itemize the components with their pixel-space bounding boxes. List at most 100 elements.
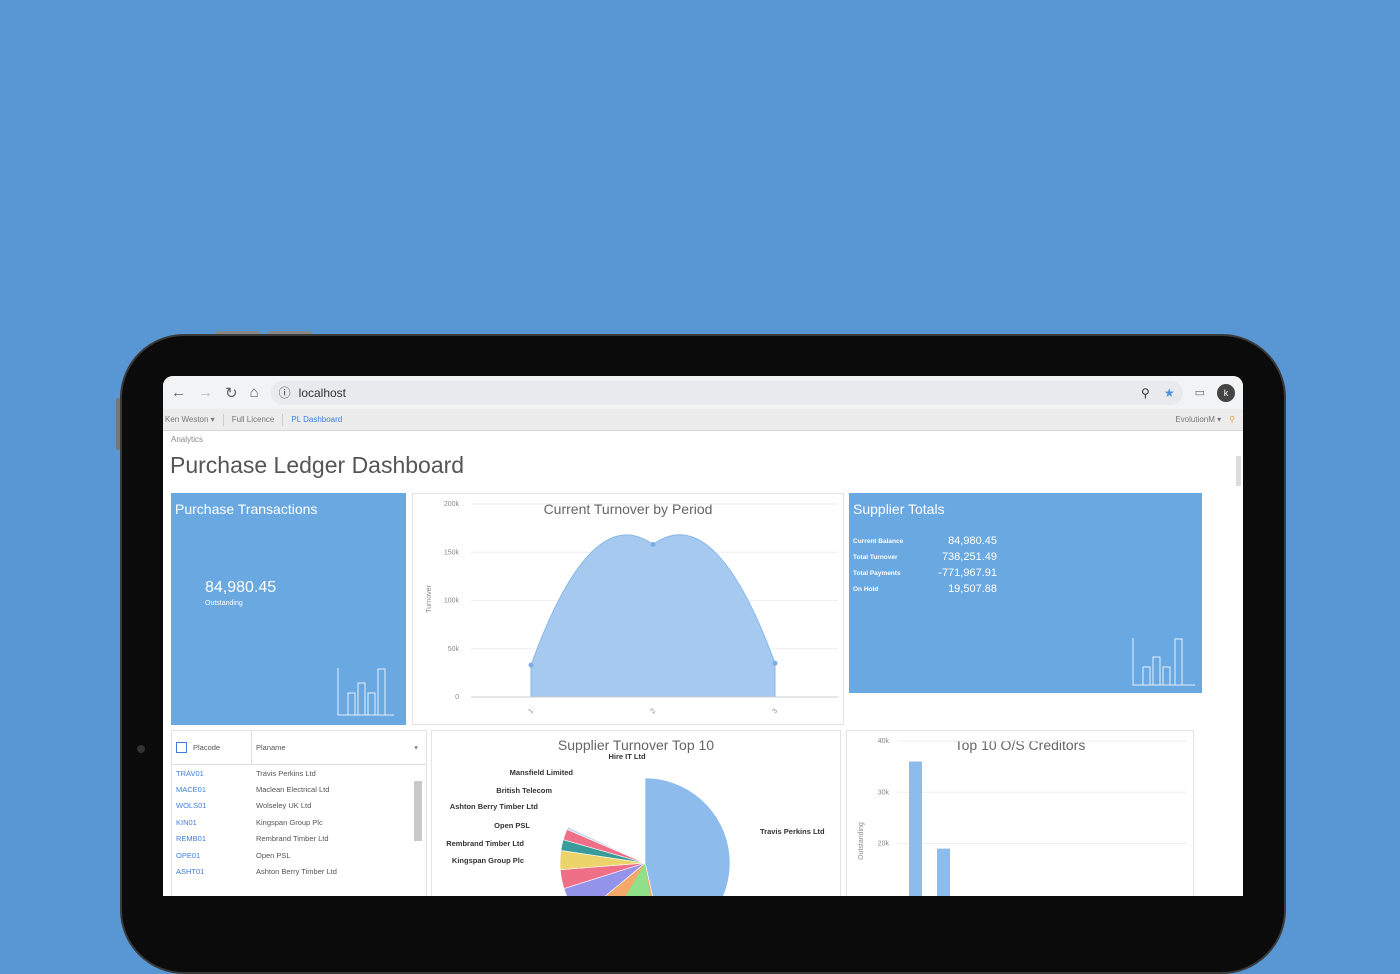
pie-label: Travis Perkins Ltd — [760, 827, 825, 836]
turnover-area — [530, 534, 776, 698]
supplier-total-row: Current Balance 84,980.45 — [853, 533, 997, 549]
outstanding-value: 84,980.45 — [205, 579, 277, 596]
table-row[interactable]: TRAV01 Travis Perkins Ltd — [172, 765, 426, 781]
placode-cell[interactable]: OPE01 — [176, 850, 201, 860]
total-value: 84,980.45 — [948, 535, 997, 547]
pie-slice — [566, 826, 646, 864]
info-icon[interactable]: ⓘ — [278, 386, 291, 400]
y-tick-label: 30k — [878, 789, 890, 796]
y-axis-label: Outstanding — [858, 822, 865, 860]
table-row[interactable]: OPE01 Open PSL — [172, 847, 426, 863]
purchase-transactions-tile[interactable]: Purchase Transactions 84,980.45 Outstand… — [171, 493, 406, 725]
y-tick-label: 20k — [878, 841, 890, 848]
y-tick-label: 200k — [444, 501, 460, 508]
tablet-side-button — [116, 398, 121, 450]
scrollbar[interactable] — [1236, 456, 1241, 486]
placode-cell[interactable]: REMB01 — [176, 834, 207, 844]
data-point — [772, 660, 778, 666]
y-tick-label: 50k — [448, 646, 460, 653]
turnover-chart: Current Turnover by Period 0 50k 100k 150k 2… — [412, 493, 844, 725]
pie-label: Ashton Berry Timber Ltd — [450, 802, 539, 811]
planame-cell: Wolseley UK Ltd — [256, 801, 312, 811]
divider — [282, 413, 284, 426]
tile-title: Purchase Transactions — [175, 501, 318, 517]
divider — [222, 413, 224, 426]
licence-label: Full Licence — [231, 415, 275, 424]
y-axis-label: Turnover — [426, 584, 433, 612]
dropdown-icon[interactable]: ▾ — [414, 743, 418, 752]
tablet-button — [268, 331, 312, 336]
creditor-bar — [937, 848, 950, 896]
supplier-total-row: On Hold 19,507.88 — [853, 581, 997, 597]
reload-icon[interactable]: ↻ — [225, 384, 238, 402]
planame-cell: Maclean Electrical Ltd — [256, 785, 330, 795]
browser-toolbar: ← → ↻ ⌂ ⓘ localhost ⚲ ★ ▭ k — [163, 376, 1243, 409]
x-tick-label: 1 — [527, 708, 535, 716]
total-value: 19,507.88 — [948, 583, 997, 595]
chart-title: Supplier Turnover Top 10 — [557, 737, 715, 753]
planame-cell: Open PSL — [256, 850, 291, 860]
pie-label: Kingspan Group Plc — [452, 856, 524, 865]
placode-cell[interactable]: WOLS01 — [176, 801, 207, 811]
placode-cell[interactable]: MACE01 — [176, 785, 207, 795]
pl-dashboard-link[interactable]: PL Dashboard — [291, 415, 343, 424]
forward-icon[interactable]: → — [198, 384, 213, 401]
creditor-bar — [909, 761, 922, 896]
planame-cell: Ashton Berry Timber Ltd — [256, 867, 337, 877]
placode-cell[interactable]: KIN01 — [176, 817, 197, 827]
app-bar: Ken Weston ▾ Full Licence PL Dashboard E… — [163, 409, 1243, 431]
y-tick-label: 150k — [444, 549, 460, 556]
table-row[interactable]: KIN01 Kingspan Group Plc — [172, 814, 426, 830]
data-point — [650, 542, 656, 548]
pie-slice — [644, 777, 731, 896]
supplier-table: Placode Planame ▾ TRAV01 Travis Perkins L… — [171, 730, 427, 896]
table-row[interactable]: REMB01 Rembrand Timber Ltd — [172, 831, 426, 847]
back-icon[interactable]: ← — [171, 384, 186, 401]
home-icon[interactable]: ⌂ — [249, 384, 259, 401]
creditors-chart: Top 10 O/S Creditors 20k 30k 40k Outstandin… — [846, 730, 1194, 896]
chart-title: Current Turnover by Period — [543, 501, 713, 517]
breadcrumb[interactable]: Analytics — [171, 435, 204, 444]
url-text[interactable]: localhost — [298, 385, 347, 400]
table-row[interactable]: MACE01 Maclean Electrical Ltd — [172, 781, 426, 797]
supplier-total-row: Total Turnover 738,251.49 — [853, 549, 997, 565]
pie-label: Open PSL — [494, 821, 530, 830]
total-label: On Hold — [853, 585, 879, 593]
camera — [137, 745, 145, 753]
star-icon[interactable]: ★ — [1163, 385, 1175, 400]
pie-label: Mansfield Limited — [510, 768, 574, 777]
company-menu[interactable]: EvolutionM ▾ — [1175, 415, 1222, 424]
planame-cell: Rembrand Timber Ltd — [256, 834, 329, 844]
x-tick-label: 2 — [649, 708, 657, 716]
zoom-icon[interactable]: ⚲ — [1141, 385, 1150, 400]
table-scrollbar[interactable] — [414, 781, 422, 841]
grid-icon[interactable] — [176, 742, 187, 753]
total-label: Current Balance — [853, 537, 904, 545]
y-tick-label: 0 — [455, 694, 459, 701]
placode-cell[interactable]: TRAV01 — [176, 768, 204, 778]
address-bar[interactable]: ⓘ localhost ⚲ ★ — [270, 380, 1183, 405]
tile-title: Supplier Totals — [853, 501, 945, 517]
user-menu[interactable]: Ken Weston ▾ — [165, 415, 215, 424]
browser-window: ← → ↻ ⌂ ⓘ localhost ⚲ ★ ▭ k Ken Weston ▾ … — [163, 376, 1243, 896]
supplier-turnover-pie: Supplier Turnover Top 10 Travis Perkins … — [431, 730, 841, 896]
pie-label: Hire IT Ltd — [608, 752, 646, 761]
total-value: -771,967.91 — [938, 567, 997, 579]
placode-cell[interactable]: ASHT01 — [176, 867, 205, 877]
table-row[interactable]: WOLS01 Wolseley UK Ltd — [172, 798, 426, 814]
y-tick-label: 40k — [878, 738, 890, 745]
total-label: Total Payments — [853, 569, 901, 577]
column-header-planame[interactable]: Planame — [256, 743, 286, 752]
y-tick-label: 100k — [444, 598, 460, 605]
x-tick-label: 3 — [771, 708, 779, 716]
outstanding-caption: Outstanding — [205, 600, 243, 607]
pie-label: British Telecom — [496, 786, 552, 795]
supplier-totals-tile[interactable]: Supplier Totals Current Balance 84,980.45… — [849, 493, 1202, 693]
table-row[interactable]: ASHT01 Ashton Berry Timber Ltd — [172, 863, 426, 879]
cast-icon[interactable]: ▭ — [1194, 387, 1205, 399]
supplier-total-row: Total Payments -771,967.91 — [853, 565, 997, 581]
bar-chart-icon — [1132, 638, 1195, 686]
avatar[interactable]: k — [1217, 383, 1235, 402]
search-icon[interactable]: ⚲ — [1229, 415, 1235, 424]
column-header-placode[interactable]: Placode — [172, 731, 252, 764]
